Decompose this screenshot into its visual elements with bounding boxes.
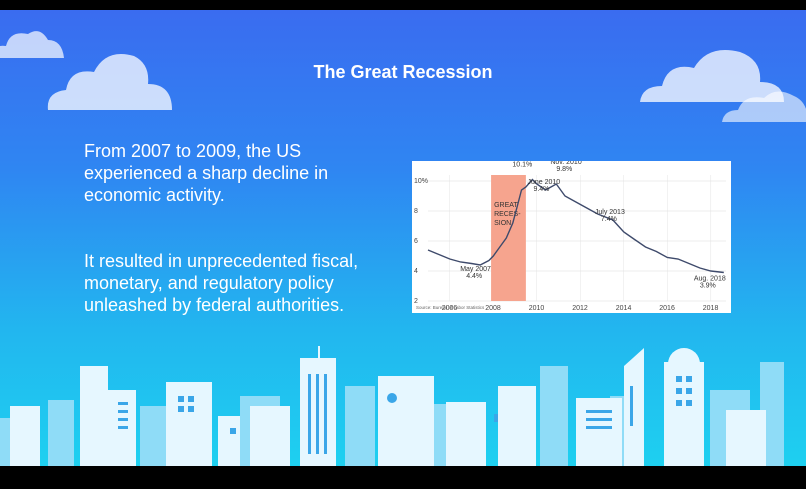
y-tick-label: 10% <box>414 178 428 185</box>
x-tick-label: 2018 <box>703 305 719 312</box>
annotation-date: Nov. 2010 <box>550 161 581 166</box>
recession-label-line2: RECES- <box>494 211 521 218</box>
paragraph-policy: It resulted in unprecedented fiscal, mon… <box>84 251 359 315</box>
cloud-left <box>47 54 173 110</box>
x-tick-label: 2012 <box>572 305 588 312</box>
city-skyline <box>0 346 784 466</box>
x-tick-label: 2010 <box>529 305 545 312</box>
annotation-date: Aug. 2018 <box>694 276 726 283</box>
annotation-value: 7.4% <box>601 216 617 223</box>
y-tick-label: 8 <box>414 208 418 215</box>
paragraph-decline: From 2007 to 2009, the US experienced a … <box>84 141 329 205</box>
y-tick-label: 6 <box>414 238 418 245</box>
cloud-right <box>640 50 784 102</box>
annotation-date: July 2013 <box>595 209 625 216</box>
annotation-value: 10.1% <box>512 162 532 169</box>
y-tick-label: 4 <box>414 268 418 275</box>
annotation-value: 9.4% <box>533 186 549 193</box>
unemployment-chart: GREAT RECES- SION 10% 8 6 4 2 2006 2008 2010 20… <box>412 161 731 313</box>
chart-plot-bg <box>412 161 731 313</box>
cloud-far-right <box>722 91 806 122</box>
annotation-value: 3.9% <box>700 283 716 290</box>
slide: The Great Recession From 2007 to 2009, t… <box>0 10 806 466</box>
annotation-date: June 2010 <box>527 179 560 186</box>
recession-label-line3: SION <box>494 220 511 227</box>
cloud-top-left <box>0 31 64 58</box>
slide-title: The Great Recession <box>313 62 493 82</box>
annotation-value: 4.4% <box>466 273 482 280</box>
y-tick-label: 2 <box>414 298 418 305</box>
annotation-date: May 2007 <box>460 266 491 273</box>
annotation-date: Oct. 2009 <box>506 161 536 162</box>
chart-source: Source: Bureau of Labor Statistics <box>416 305 485 310</box>
annotation-value: 9.8% <box>556 166 572 173</box>
x-tick-label: 2008 <box>485 305 501 312</box>
recession-label: GREAT <box>494 202 518 209</box>
x-tick-label: 2014 <box>616 305 632 312</box>
unemployment-line <box>427 178 724 274</box>
x-tick-label: 2016 <box>659 305 675 312</box>
x-tick-label: 2006 <box>442 305 458 312</box>
